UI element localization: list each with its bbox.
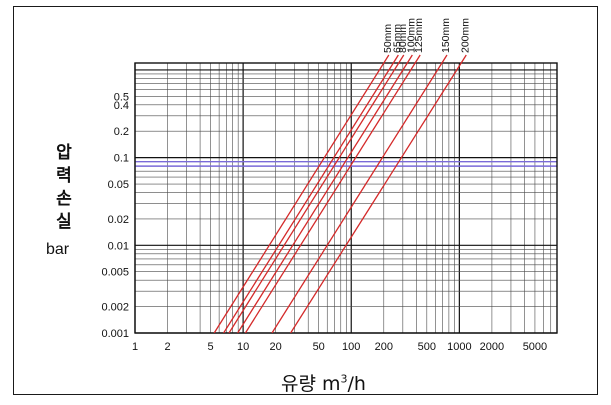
y-axis-label: 압 력 손 실: [52, 142, 76, 234]
y-tick-label: 0.5: [114, 91, 129, 103]
series-line: [271, 54, 448, 333]
x-axis-label: 유량 m3/h: [281, 369, 366, 396]
y-tick-label: 0.01: [108, 240, 129, 252]
x-axis-label-text: 유량: [281, 373, 316, 395]
series-label: 65mm: [391, 24, 403, 53]
x-tick-label: 5000: [523, 341, 547, 353]
y-tick-label: 0.002: [101, 302, 129, 314]
x-tick-label: 1000: [447, 341, 471, 353]
series-label: 150mm: [440, 18, 452, 53]
y-axis-label-char: 실: [56, 212, 72, 232]
series-line: [244, 54, 421, 333]
x-tick-label: 20: [270, 341, 282, 353]
x-tick-label: 2000: [480, 341, 504, 353]
series-label: 80mm: [397, 24, 409, 53]
series-line: [213, 54, 390, 333]
series-label: 200mm: [459, 18, 471, 53]
y-tick-label: 0.05: [108, 179, 129, 191]
y-axis-label-char: 력: [56, 166, 72, 186]
x-tick-label: 1: [132, 341, 138, 353]
series-label: 100mm: [405, 18, 417, 53]
x-tick-label: 2: [164, 341, 170, 353]
y-tick-label: 0.005: [101, 267, 129, 279]
x-tick-label: 200: [375, 341, 393, 353]
x-tick-label: 5: [208, 341, 214, 353]
y-tick-label: 0.1: [114, 153, 129, 165]
plot-border: [134, 62, 558, 334]
x-axis-unit-exp: 3: [340, 372, 348, 386]
series-line: [237, 54, 413, 333]
y-tick-label: 0.02: [108, 214, 129, 226]
y-axis-label-char: 압: [56, 143, 72, 163]
x-tick-label: 500: [418, 341, 436, 353]
y-axis-label-char: 손: [56, 189, 72, 209]
x-tick-label: 50: [313, 341, 325, 353]
y-axis-unit: bar: [46, 241, 70, 258]
x-axis-unit-tail: /h: [347, 373, 366, 395]
chart-frame: [13, 6, 598, 395]
series-line: [290, 54, 467, 333]
series-line: [228, 54, 405, 333]
y-tick-label: 0.4: [114, 100, 129, 112]
y-tick-label: 0.001: [101, 328, 129, 340]
x-tick-label: 100: [342, 341, 360, 353]
series-label: 50mm: [382, 24, 394, 53]
x-axis-unit-base: m: [322, 373, 341, 395]
series-line: [223, 54, 399, 333]
y-tick-label: 0.2: [114, 126, 129, 138]
series-label: 125mm: [413, 18, 425, 53]
x-tick-label: 10: [237, 341, 249, 353]
